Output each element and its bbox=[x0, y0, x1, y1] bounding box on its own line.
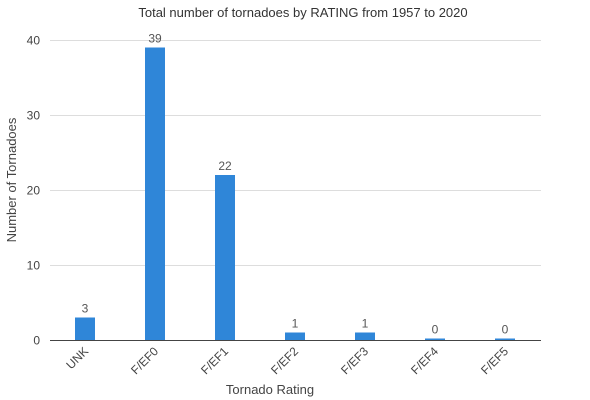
x-axis-title: Tornado Rating bbox=[226, 382, 314, 397]
y-axis-ticks: 0 10 20 30 40 bbox=[27, 34, 41, 348]
y-tick-label: 40 bbox=[27, 34, 41, 48]
bar-F/EF5 bbox=[495, 338, 515, 340]
bar-F/EF4 bbox=[425, 338, 445, 340]
y-axis-title: Number of Tornadoes bbox=[4, 117, 19, 242]
data-label-F/EF1: 22 bbox=[218, 159, 232, 173]
data-label-F/EF2: 1 bbox=[292, 317, 299, 331]
x-tick-label-F/EF5: F/EF5 bbox=[478, 344, 511, 377]
data-label-F/EF0: 39 bbox=[148, 32, 162, 46]
data-label-UNK: 3 bbox=[82, 302, 89, 316]
gridlines bbox=[50, 40, 541, 266]
bar-F/EF0 bbox=[145, 47, 165, 340]
x-tick-label-F/EF0: F/EF0 bbox=[128, 344, 161, 377]
bars bbox=[75, 47, 515, 340]
bar-F/EF2 bbox=[285, 332, 305, 340]
x-tick-label-F/EF1: F/EF1 bbox=[198, 344, 231, 377]
x-tick-label-F/EF4: F/EF4 bbox=[408, 344, 441, 377]
x-tick-label-UNK: UNK bbox=[63, 344, 91, 372]
data-label-F/EF4: 0 bbox=[432, 323, 439, 337]
data-label-F/EF5: 0 bbox=[502, 323, 509, 337]
x-axis-ticks: UNK F/EF0 F/EF1 F/EF2 F/EF3 F/EF4 F/EF5 bbox=[63, 344, 511, 377]
y-tick-label: 30 bbox=[27, 109, 41, 123]
y-tick-label: 20 bbox=[27, 184, 41, 198]
x-tick-label-F/EF3: F/EF3 bbox=[338, 344, 371, 377]
bar-F/EF3 bbox=[355, 332, 375, 340]
bar-F/EF1 bbox=[215, 175, 235, 340]
data-label-F/EF3: 1 bbox=[362, 317, 369, 331]
x-tick-label-F/EF2: F/EF2 bbox=[268, 344, 301, 377]
y-tick-label: 0 bbox=[33, 334, 40, 348]
y-tick-label: 10 bbox=[27, 259, 41, 273]
bar-UNK bbox=[75, 317, 95, 340]
chart-title: Total number of tornadoes by RATING from… bbox=[138, 5, 467, 20]
